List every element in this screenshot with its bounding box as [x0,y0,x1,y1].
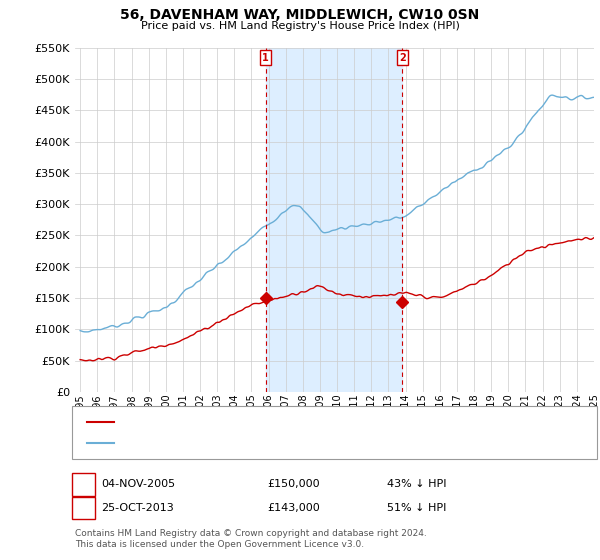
Text: 43% ↓ HPI: 43% ↓ HPI [387,479,446,489]
Text: 56, DAVENHAM WAY, MIDDLEWICH, CW10 0SN (detached house): 56, DAVENHAM WAY, MIDDLEWICH, CW10 0SN (… [120,417,457,427]
Text: £143,000: £143,000 [267,503,320,513]
Text: 56, DAVENHAM WAY, MIDDLEWICH, CW10 0SN: 56, DAVENHAM WAY, MIDDLEWICH, CW10 0SN [121,8,479,22]
Text: 25-OCT-2013: 25-OCT-2013 [101,503,173,513]
Text: 51% ↓ HPI: 51% ↓ HPI [387,503,446,513]
Text: 04-NOV-2005: 04-NOV-2005 [101,479,175,489]
Text: Contains HM Land Registry data © Crown copyright and database right 2024.
This d: Contains HM Land Registry data © Crown c… [75,529,427,549]
Text: HPI: Average price, detached house, Cheshire East: HPI: Average price, detached house, Ches… [120,438,385,448]
Text: £150,000: £150,000 [267,479,320,489]
Text: 2: 2 [399,53,406,63]
Text: 1: 1 [80,479,87,489]
Text: 1: 1 [262,53,269,63]
Text: Price paid vs. HM Land Registry's House Price Index (HPI): Price paid vs. HM Land Registry's House … [140,21,460,31]
Bar [266,48,403,392]
Text: 2: 2 [80,503,87,513]
